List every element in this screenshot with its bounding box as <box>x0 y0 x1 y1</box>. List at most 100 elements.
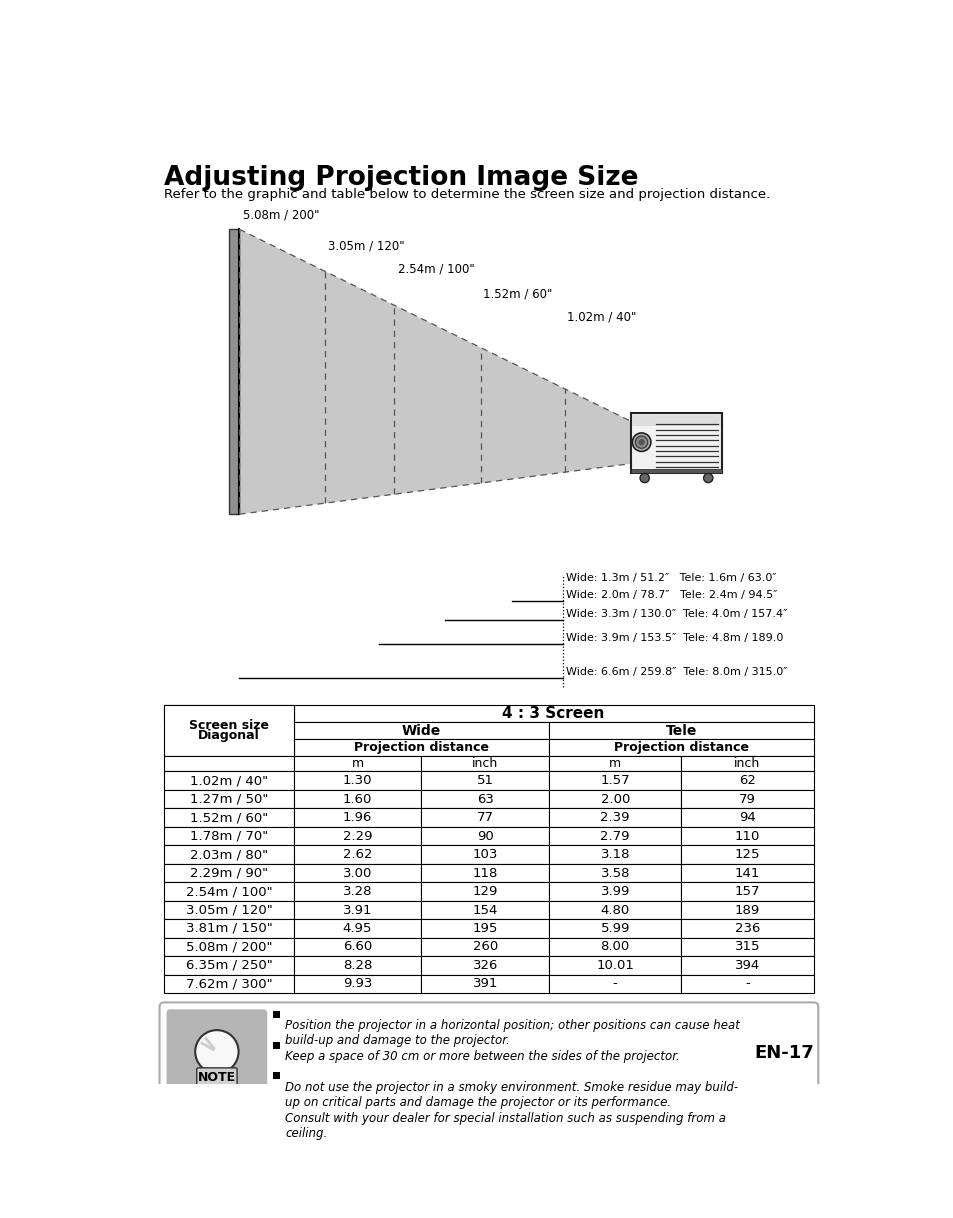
Text: 1.52m / 60": 1.52m / 60" <box>483 287 553 300</box>
Text: Keep a space of 30 cm or more between the sides of the projector.: Keep a space of 30 cm or more between th… <box>285 1050 679 1063</box>
Bar <box>680 882 813 901</box>
Circle shape <box>632 432 650 452</box>
Bar <box>294 739 549 756</box>
Text: 260: 260 <box>473 940 497 954</box>
Text: 1.27m / 50": 1.27m / 50" <box>190 793 268 805</box>
Text: 51: 51 <box>476 775 494 787</box>
Bar <box>421 920 549 938</box>
Bar <box>164 827 294 845</box>
Text: 1.30: 1.30 <box>342 775 372 787</box>
Bar <box>164 920 294 938</box>
Bar <box>294 974 421 993</box>
Text: Projection distance: Projection distance <box>614 741 748 754</box>
Bar <box>229 229 239 514</box>
Text: 2.29: 2.29 <box>342 829 372 843</box>
Text: 90: 90 <box>476 829 494 843</box>
Bar <box>294 809 421 827</box>
Bar <box>164 790 294 809</box>
Bar <box>680 809 813 827</box>
Bar <box>421 882 549 901</box>
Text: 7.62m / 300": 7.62m / 300" <box>186 977 272 990</box>
Circle shape <box>195 1030 238 1073</box>
Text: 189: 189 <box>734 904 760 916</box>
Bar <box>549 739 813 756</box>
Text: 129: 129 <box>473 885 497 898</box>
Text: 4.95: 4.95 <box>342 922 372 935</box>
Text: 3.58: 3.58 <box>599 866 629 879</box>
Text: 195: 195 <box>473 922 497 935</box>
Text: Diagonal: Diagonal <box>198 728 259 742</box>
Text: 3.18: 3.18 <box>599 848 629 861</box>
Bar <box>294 827 421 845</box>
Text: m: m <box>609 758 620 770</box>
Text: 3.91: 3.91 <box>342 904 372 916</box>
Circle shape <box>703 474 712 482</box>
Bar <box>164 809 294 827</box>
Text: Refer to the graphic and table below to determine the screen size and projection: Refer to the graphic and table below to … <box>164 188 770 201</box>
Bar <box>549 756 680 771</box>
Text: 394: 394 <box>734 959 760 972</box>
Bar <box>164 771 294 790</box>
Text: inch: inch <box>472 758 498 770</box>
Text: 3.81m / 150": 3.81m / 150" <box>185 922 272 935</box>
Text: 8.28: 8.28 <box>342 959 372 972</box>
Text: 2.03m / 80": 2.03m / 80" <box>190 848 268 861</box>
Text: 236: 236 <box>734 922 760 935</box>
Bar <box>680 845 813 864</box>
Bar <box>164 901 294 920</box>
Bar <box>421 756 549 771</box>
Text: 110: 110 <box>734 829 760 843</box>
Text: 94: 94 <box>739 811 755 825</box>
Text: 77: 77 <box>476 811 494 825</box>
Bar <box>421 974 549 993</box>
Text: Consult with your dealer for special installation such as suspending from a
ceil: Consult with your dealer for special ins… <box>285 1112 725 1140</box>
Bar <box>164 974 294 993</box>
Text: Projection distance: Projection distance <box>354 741 489 754</box>
Bar <box>294 882 421 901</box>
Text: 3.00: 3.00 <box>342 866 372 879</box>
Bar <box>680 771 813 790</box>
Bar <box>421 771 549 790</box>
Text: 1.02m / 40": 1.02m / 40" <box>567 311 636 323</box>
Text: 3.05m / 120": 3.05m / 120" <box>328 240 405 252</box>
Bar <box>680 938 813 956</box>
Text: 1.02m / 40": 1.02m / 40" <box>190 775 268 787</box>
Text: 2.62: 2.62 <box>342 848 372 861</box>
Bar <box>421 956 549 974</box>
Text: 3.99: 3.99 <box>600 885 629 898</box>
Text: 1.78m / 70": 1.78m / 70" <box>190 829 268 843</box>
Bar <box>549 938 680 956</box>
Circle shape <box>635 436 647 448</box>
Text: 10.01: 10.01 <box>596 959 634 972</box>
Text: 3.28: 3.28 <box>342 885 372 898</box>
Text: 5.08m / 200": 5.08m / 200" <box>186 940 272 954</box>
Text: Adjusting Projection Image Size: Adjusting Projection Image Size <box>164 166 638 191</box>
Bar <box>164 864 294 882</box>
Bar <box>164 756 294 771</box>
Bar <box>421 827 549 845</box>
Text: -: - <box>612 977 617 990</box>
Bar <box>294 722 549 739</box>
Text: Wide: Wide <box>401 723 440 738</box>
Bar <box>549 864 680 882</box>
Bar <box>421 938 549 956</box>
FancyBboxPatch shape <box>630 413 721 474</box>
Text: 118: 118 <box>473 866 497 879</box>
Text: 1.60: 1.60 <box>342 793 372 805</box>
Bar <box>680 790 813 809</box>
Text: 315: 315 <box>734 940 760 954</box>
Text: -: - <box>744 977 749 990</box>
Text: 2.39: 2.39 <box>599 811 629 825</box>
Text: 141: 141 <box>734 866 760 879</box>
Bar <box>294 920 421 938</box>
Bar <box>273 1041 279 1049</box>
Text: 4.80: 4.80 <box>600 904 629 916</box>
Bar <box>680 864 813 882</box>
Text: Wide: 3.3m / 130.0″  Tele: 4.0m / 157.4″: Wide: 3.3m / 130.0″ Tele: 4.0m / 157.4″ <box>566 609 787 619</box>
Bar <box>549 771 680 790</box>
Bar <box>273 1073 279 1079</box>
Bar <box>164 882 294 901</box>
Circle shape <box>639 474 649 482</box>
Text: 9.93: 9.93 <box>342 977 372 990</box>
Bar <box>294 705 813 722</box>
